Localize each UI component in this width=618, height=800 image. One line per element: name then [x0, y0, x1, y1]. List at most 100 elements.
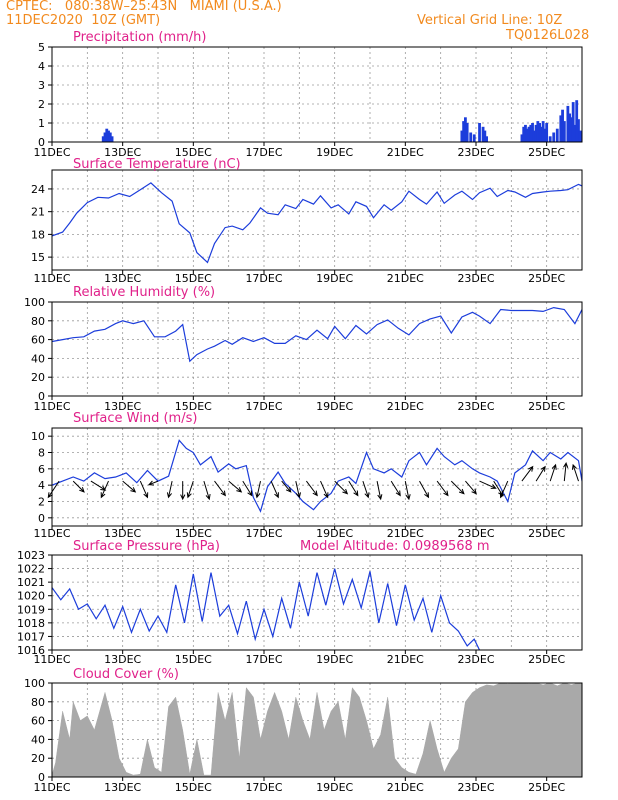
precip-bar: [462, 121, 466, 142]
x-tick-label: 21DEC: [387, 653, 424, 666]
wind-arrow: [450, 480, 465, 495]
precip-bar: [539, 126, 543, 142]
precip-bar: [532, 130, 536, 142]
panel-5: 0 20 40 60 80 100 11DEC 13DEC 15DEC 17DEC 19DEC 21D…: [24, 667, 583, 794]
y-tick-label: 60: [31, 334, 45, 347]
wind-arrow: [255, 480, 261, 499]
precip-bar: [536, 121, 540, 142]
precip-bar: [481, 126, 485, 142]
wind-arrow: [404, 481, 411, 501]
precip-bar: [525, 128, 529, 142]
x-tick-label: 21DEC: [387, 146, 424, 159]
x-tick-label: 21DEC: [387, 272, 424, 285]
wind-arrow: [180, 481, 186, 501]
x-tick-label: 25DEC: [528, 272, 565, 285]
y-tick-label: 4: [38, 60, 45, 73]
x-tick-label: 13DEC: [104, 781, 141, 794]
y-tick-label: 100: [24, 677, 45, 690]
x-tick-label: 23DEC: [457, 653, 494, 666]
x-tick-label: 21DEC: [387, 400, 424, 413]
wind-arrow: [139, 480, 149, 499]
wind-arrow: [281, 480, 292, 493]
wind-arrow: [306, 480, 318, 497]
x-tick-label: 25DEC: [528, 653, 565, 666]
precip-bar: [101, 136, 105, 142]
x-tick-label: 17DEC: [245, 272, 282, 285]
y-tick-label: 60: [31, 715, 45, 728]
x-tick-label: 17DEC: [245, 146, 282, 159]
y-tick-label: 100: [24, 296, 45, 309]
precip-bar: [562, 121, 566, 142]
precip-bar: [538, 123, 541, 142]
y-tick-label: 21: [31, 206, 45, 219]
precip-bar: [573, 124, 577, 142]
precip-bar: [105, 128, 109, 142]
y-tick-label: 24: [31, 183, 45, 196]
precip-bar: [529, 124, 533, 142]
precip-bar: [464, 117, 467, 142]
panel-title: Precipitation (mm/h): [73, 30, 206, 45]
y-tick-label: 6: [38, 463, 45, 476]
x-tick-label: 13DEC: [104, 400, 141, 413]
x-tick-label: 21DEC: [387, 781, 424, 794]
y-tick-label: 1020: [17, 590, 45, 603]
x-tick-label: 13DEC: [104, 527, 141, 540]
x-tick-label: 11DEC: [33, 272, 70, 285]
precip-bar: [469, 132, 473, 142]
header-station: CPTEC: 080:38W–25:43N MIAMI (U.S.A.): [6, 0, 282, 14]
wind-arrow: [166, 480, 173, 499]
precip-bar: [460, 130, 464, 142]
y-tick-label: 0: [38, 771, 45, 784]
wind-arrow: [295, 480, 301, 499]
y-tick-label: 0: [38, 390, 45, 403]
precip-bar: [485, 136, 488, 142]
y-tick-label: 80: [31, 696, 45, 709]
panel-annotation: Model Altitude: 0.0989568 m: [300, 539, 490, 554]
wind-arrow: [203, 480, 211, 501]
x-tick-label: 19DEC: [316, 653, 353, 666]
wind-arrow: [376, 481, 383, 501]
y-tick-label: 80: [31, 315, 45, 328]
y-tick-label: 4: [38, 479, 45, 492]
x-tick-label: 13DEC: [104, 653, 141, 666]
x-tick-label: 15DEC: [175, 653, 212, 666]
x-tick-label: 17DEC: [245, 653, 282, 666]
precip-bar: [483, 130, 487, 142]
precip-bar: [108, 132, 112, 142]
wind-arrow: [228, 480, 243, 493]
series-line: [52, 439, 582, 513]
x-tick-label: 25DEC: [528, 527, 565, 540]
wind-arrow: [320, 480, 329, 499]
wind-arrow: [563, 461, 569, 482]
y-tick-label: 3: [38, 79, 45, 92]
y-tick-label: 0: [38, 512, 45, 525]
y-tick-label: 15: [31, 251, 45, 264]
series-line: [52, 306, 582, 363]
wind-arrow: [390, 480, 401, 497]
y-tick-label: 1017: [17, 630, 45, 643]
x-tick-label: 19DEC: [316, 781, 353, 794]
x-tick-label: 15DEC: [175, 272, 212, 285]
panel-frame: [51, 427, 583, 527]
panel-2: 0 20 40 60 80 100 11DEC 13DEC 15DEC 17DEC 19DEC 21D…: [24, 285, 583, 413]
wind-arrow: [362, 480, 370, 499]
precip-bar: [522, 126, 526, 142]
wind-arrow: [72, 480, 85, 493]
wind-arrow: [549, 463, 557, 482]
y-tick-label: 1: [38, 117, 45, 130]
y-tick-label: 0: [38, 136, 45, 149]
x-tick-label: 15DEC: [175, 527, 212, 540]
x-tick-label: 11DEC: [33, 527, 70, 540]
panel-1: 15 18 21 24 11DEC 13DEC 15DEC 17DEC 19DEC 21DEC 23…: [31, 157, 583, 285]
y-tick-label: 2: [38, 496, 45, 509]
x-tick-label: 19DEC: [316, 272, 353, 285]
wind-arrow: [186, 480, 194, 499]
x-tick-label: 21DEC: [387, 527, 424, 540]
x-tick-label: 11DEC: [33, 146, 70, 159]
x-tick-label: 11DEC: [33, 781, 70, 794]
x-tick-label: 23DEC: [457, 146, 494, 159]
wind-arrow: [242, 480, 253, 497]
y-tick-label: 40: [31, 352, 45, 365]
y-tick-label: 8: [38, 447, 45, 460]
